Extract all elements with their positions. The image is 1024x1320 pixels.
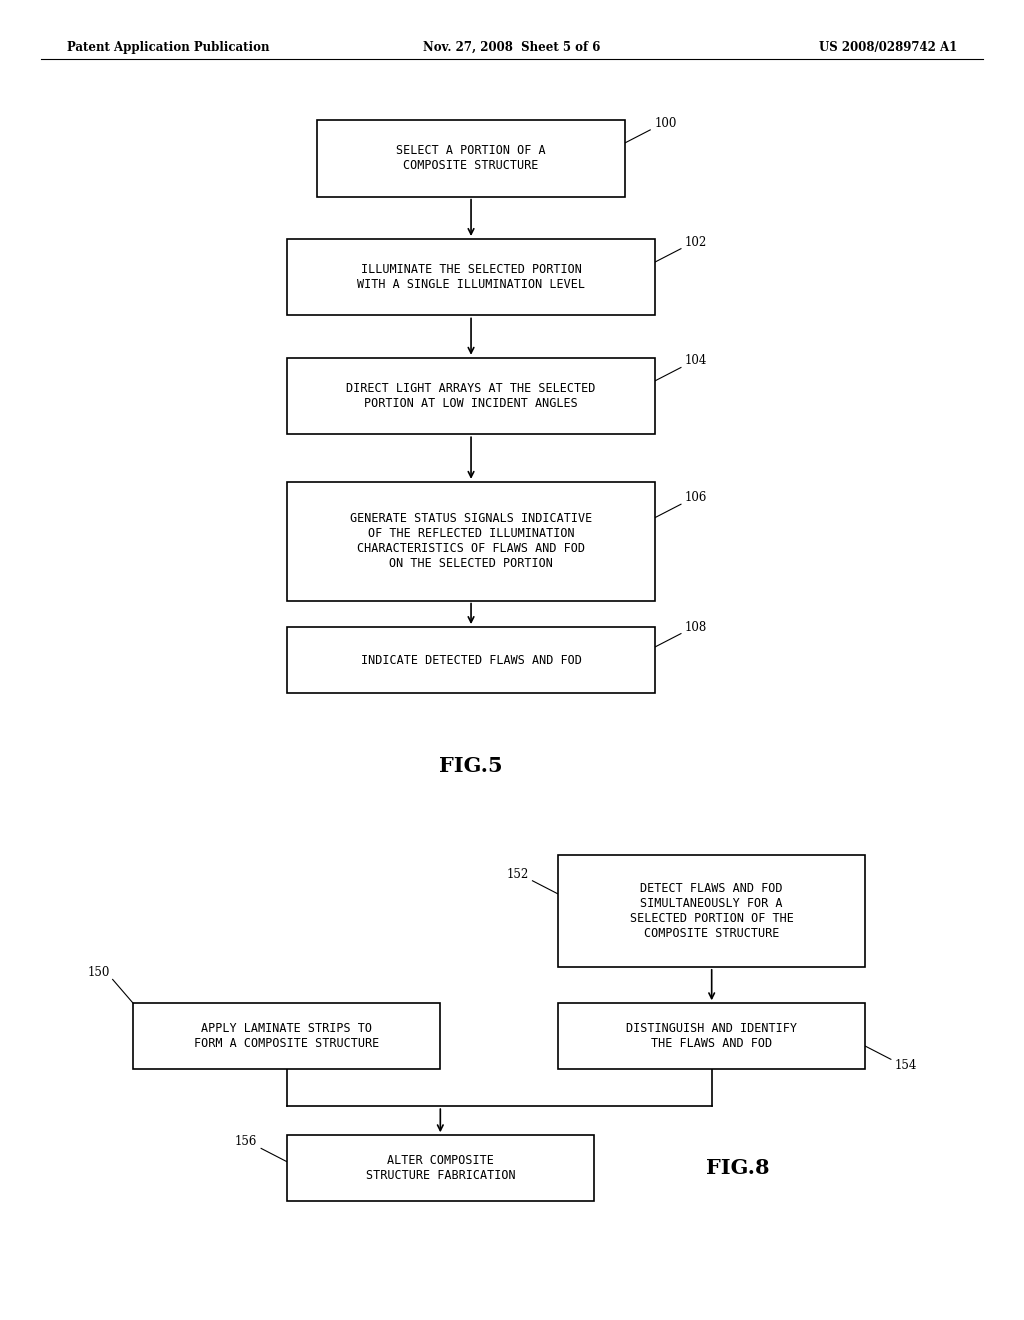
Text: SELECT A PORTION OF A
COMPOSITE STRUCTURE: SELECT A PORTION OF A COMPOSITE STRUCTUR…	[396, 144, 546, 173]
Text: FIG.8: FIG.8	[706, 1158, 769, 1179]
Text: Nov. 27, 2008  Sheet 5 of 6: Nov. 27, 2008 Sheet 5 of 6	[423, 41, 601, 54]
Text: DISTINGUISH AND IDENTIFY
THE FLAWS AND FOD: DISTINGUISH AND IDENTIFY THE FLAWS AND F…	[627, 1022, 797, 1051]
Text: 104: 104	[685, 355, 708, 367]
Bar	[558, 855, 865, 966]
Bar	[287, 239, 655, 315]
Text: 108: 108	[685, 620, 708, 634]
Text: ALTER COMPOSITE
STRUCTURE FABRICATION: ALTER COMPOSITE STRUCTURE FABRICATION	[366, 1154, 515, 1183]
Bar	[287, 482, 655, 601]
Text: DIRECT LIGHT ARRAYS AT THE SELECTED
PORTION AT LOW INCIDENT ANGLES: DIRECT LIGHT ARRAYS AT THE SELECTED PORT…	[346, 381, 596, 411]
Text: 150: 150	[87, 966, 110, 979]
Text: 154: 154	[895, 1059, 918, 1072]
Bar	[287, 627, 655, 693]
Text: 156: 156	[234, 1135, 257, 1148]
Bar	[133, 1003, 440, 1069]
Text: GENERATE STATUS SIGNALS INDICATIVE
OF THE REFLECTED ILLUMINATION
CHARACTERISTICS: GENERATE STATUS SIGNALS INDICATIVE OF TH…	[350, 512, 592, 570]
Text: US 2008/0289742 A1: US 2008/0289742 A1	[819, 41, 957, 54]
Text: Patent Application Publication: Patent Application Publication	[67, 41, 269, 54]
Text: 102: 102	[685, 236, 708, 248]
Text: APPLY LAMINATE STRIPS TO
FORM A COMPOSITE STRUCTURE: APPLY LAMINATE STRIPS TO FORM A COMPOSIT…	[195, 1022, 379, 1051]
Text: INDICATE DETECTED FLAWS AND FOD: INDICATE DETECTED FLAWS AND FOD	[360, 653, 582, 667]
Text: FIG.5: FIG.5	[439, 755, 503, 776]
Bar	[287, 1135, 594, 1201]
Text: 152: 152	[506, 867, 528, 880]
Bar	[317, 120, 625, 197]
Text: DETECT FLAWS AND FOD
SIMULTANEOUSLY FOR A
SELECTED PORTION OF THE
COMPOSITE STRU: DETECT FLAWS AND FOD SIMULTANEOUSLY FOR …	[630, 882, 794, 940]
Text: ILLUMINATE THE SELECTED PORTION
WITH A SINGLE ILLUMINATION LEVEL: ILLUMINATE THE SELECTED PORTION WITH A S…	[357, 263, 585, 292]
Text: 100: 100	[654, 117, 677, 129]
Bar	[287, 358, 655, 434]
Bar	[558, 1003, 865, 1069]
Text: 106: 106	[685, 491, 708, 504]
